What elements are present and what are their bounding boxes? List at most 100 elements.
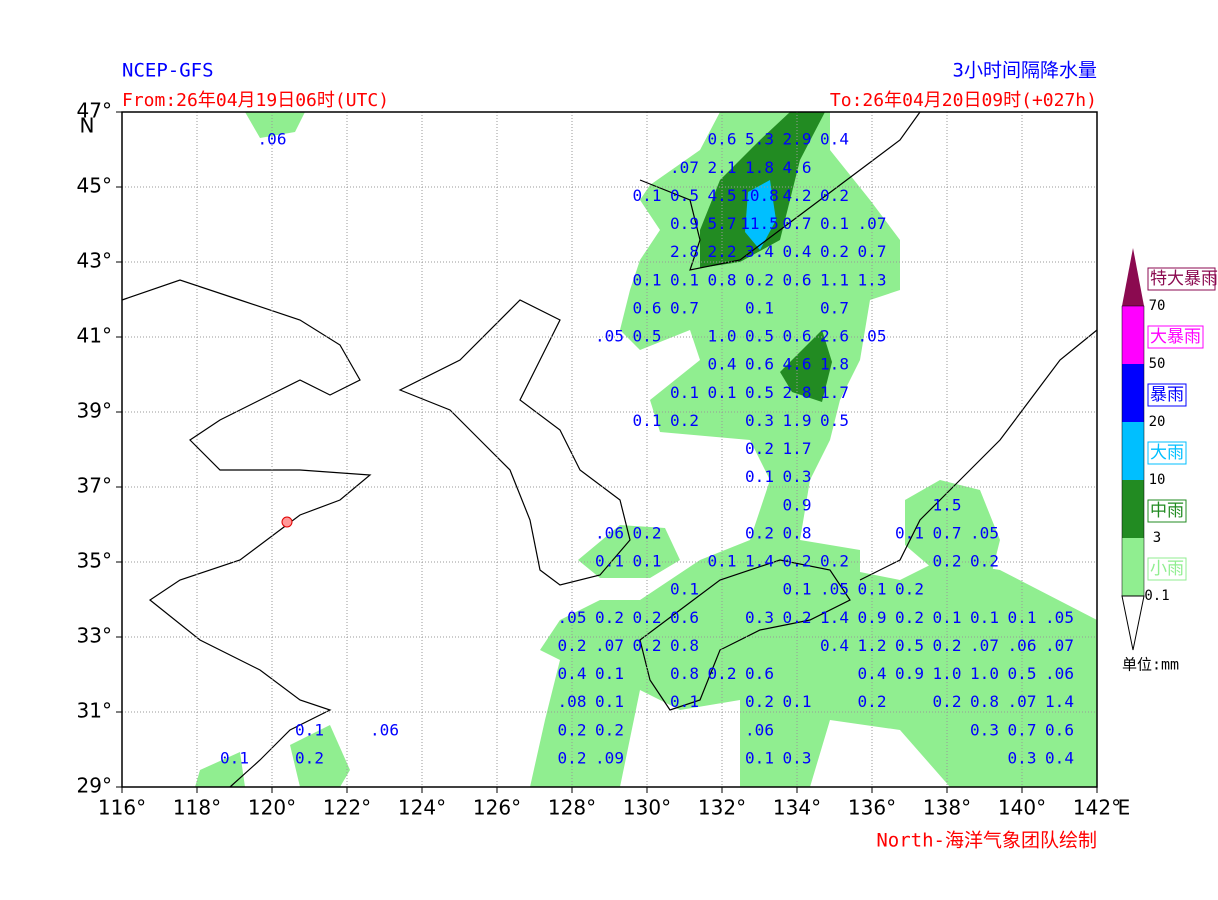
precip-value: .07	[1045, 636, 1074, 655]
precip-value: .07	[670, 158, 699, 177]
lon-tick-label: 122°	[323, 796, 371, 820]
precip-value: 0.3	[783, 467, 812, 486]
precip-value: 2.2	[708, 242, 737, 261]
precip-value: .05	[970, 523, 999, 542]
precip-value: 0.2	[745, 692, 774, 711]
legend-bound: 20	[1149, 414, 1166, 430]
precip-value: 10.8	[740, 186, 779, 205]
precip-value: 0.4	[820, 130, 849, 149]
precip-value: 0.8	[708, 270, 737, 289]
precip-value: 0.8	[670, 636, 699, 655]
precip-value: 0.6	[1045, 720, 1074, 739]
lon-tick-label: 118°	[173, 796, 221, 820]
coastlines	[121, 111, 1098, 788]
legend-label-box	[1147, 557, 1187, 581]
precip-value: 0.8	[670, 664, 699, 683]
precip-value: 0.5	[1008, 664, 1037, 683]
precip-value: 1.5	[933, 495, 962, 514]
coastline	[398, 299, 631, 586]
precip-value: 0.1	[633, 186, 662, 205]
precip-value: 0.5	[745, 383, 774, 402]
precip-value: 0.2	[820, 552, 849, 571]
precip-value: 1.1	[820, 270, 849, 289]
legend-bound: 10	[1149, 472, 1166, 488]
legend-swatch	[1122, 538, 1144, 596]
precip-value: 0.7	[820, 298, 849, 317]
precip-value: 0.7	[670, 298, 699, 317]
precip-value: 4.6	[783, 158, 812, 177]
precip-value: 0.2	[558, 748, 587, 767]
legend-below-min	[1121, 595, 1145, 651]
precip-value: 1.4	[745, 552, 774, 571]
precip-value: 0.2	[895, 608, 924, 627]
light-rain-area	[290, 725, 350, 787]
precip-value: 2.8	[670, 242, 699, 261]
precip-value: .07	[970, 636, 999, 655]
precip-value: 2.6	[820, 327, 849, 346]
precip-value: 1.0	[708, 327, 737, 346]
precip-value: 0.1	[895, 523, 924, 542]
precip-value: 0.2	[595, 608, 624, 627]
precip-value: 0.8	[783, 523, 812, 542]
legend-swatch	[1122, 364, 1144, 422]
precip-value: .06	[1008, 636, 1037, 655]
precip-value: 0.1	[708, 383, 737, 402]
legend-label-box	[1147, 499, 1187, 523]
precip-value: 0.1	[595, 664, 624, 683]
precip-value: 0.2	[858, 692, 887, 711]
legend-swatch	[1122, 248, 1144, 306]
precip-value: 0.1	[708, 552, 737, 571]
precip-value: 0.1	[970, 608, 999, 627]
precip-value: 5.3	[745, 130, 774, 149]
legend-level-name: 中雨	[1150, 501, 1184, 521]
precip-value: 0.1	[670, 270, 699, 289]
precip-value: 4.2	[783, 186, 812, 205]
precip-value: 1.2	[858, 636, 887, 655]
precip-value: 0.7	[858, 242, 887, 261]
precip-value: 0.2	[633, 608, 662, 627]
precip-value: 0.3	[970, 720, 999, 739]
precip-value: 0.2	[595, 720, 624, 739]
precip-value: .09	[595, 748, 624, 767]
lon-tick-label: 130°	[623, 796, 671, 820]
precip-value: 0.6	[783, 327, 812, 346]
precip-value: 0.2	[745, 439, 774, 458]
precip-value: 0.1	[633, 270, 662, 289]
precip-value: 0.1	[220, 748, 249, 767]
precip-shading	[195, 112, 1097, 787]
precip-value: 0.2	[745, 523, 774, 542]
precip-value: 0.9	[858, 608, 887, 627]
precip-value: 3.4	[745, 242, 774, 261]
precip-value: 0.2	[670, 411, 699, 430]
legend-label-box	[1147, 441, 1187, 465]
precip-value: 1.0	[933, 664, 962, 683]
credit: North-海洋气象团队绘制	[876, 830, 1097, 852]
lon-tick-label: 124°	[398, 796, 446, 820]
precip-value: 0.2	[783, 608, 812, 627]
precip-value: 0.1	[295, 720, 324, 739]
precip-value: 2.8	[783, 383, 812, 402]
precip-value: 0.2	[295, 748, 324, 767]
precip-value: 0.1	[1008, 608, 1037, 627]
init-time: From:26年04月19日06时(UTC)	[122, 90, 389, 111]
precip-value: .06	[595, 523, 624, 542]
precip-value: 0.1	[745, 467, 774, 486]
precip-value: 0.1	[783, 580, 812, 599]
lon-unit: E	[1118, 796, 1131, 820]
precip-value: 0.1	[858, 580, 887, 599]
light-rain-area	[530, 112, 1097, 787]
lat-unit: N	[80, 114, 95, 138]
lon-tick-label: 116°	[98, 796, 146, 820]
precip-value: 0.1	[595, 692, 624, 711]
precip-value: 0.1	[783, 692, 812, 711]
lon-tick-label: 120°	[248, 796, 296, 820]
precip-value: 0.4	[558, 664, 587, 683]
lat-tick-label: 39°	[77, 399, 112, 423]
axis-ticks: 116° 118° 120° 122° 124° 126° 128° 130° 132° 134°…	[77, 99, 1131, 820]
precip-value: 0.5	[745, 327, 774, 346]
precip-value: 0.1	[670, 580, 699, 599]
precip-value: 0.2	[933, 552, 962, 571]
valid-time: To:26年04月20日09时(+027h)	[830, 90, 1097, 111]
lat-tick-label: 47°	[77, 99, 112, 123]
precip-value: 0.1	[933, 608, 962, 627]
